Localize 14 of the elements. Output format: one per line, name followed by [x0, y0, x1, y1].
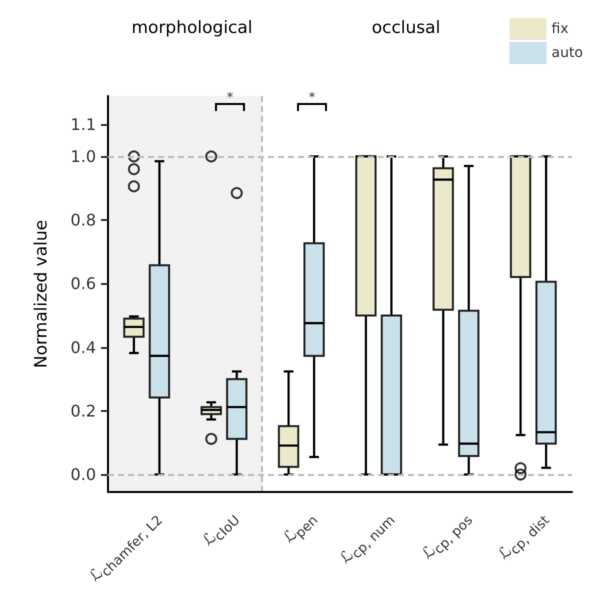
annotation: * — [226, 90, 234, 106]
legend-label: fix — [551, 21, 569, 37]
y-tick-label: 0.0 — [70, 465, 96, 484]
legend-label: auto — [551, 45, 584, 61]
text: occlusal — [372, 18, 440, 38]
annotation: * — [308, 90, 316, 106]
text: morphological — [131, 18, 253, 38]
y-axis-title: Normalized value — [32, 220, 52, 368]
y-tick-label: 0.2 — [70, 401, 96, 420]
y-tick-label: 1.0 — [70, 146, 96, 166]
y-tick-label: 0.6 — [70, 274, 96, 294]
y-tick-label: 0.8 — [70, 210, 96, 230]
y-tick-label: 1.1 — [70, 115, 96, 134]
y-tick-label: 0.4 — [70, 338, 96, 357]
